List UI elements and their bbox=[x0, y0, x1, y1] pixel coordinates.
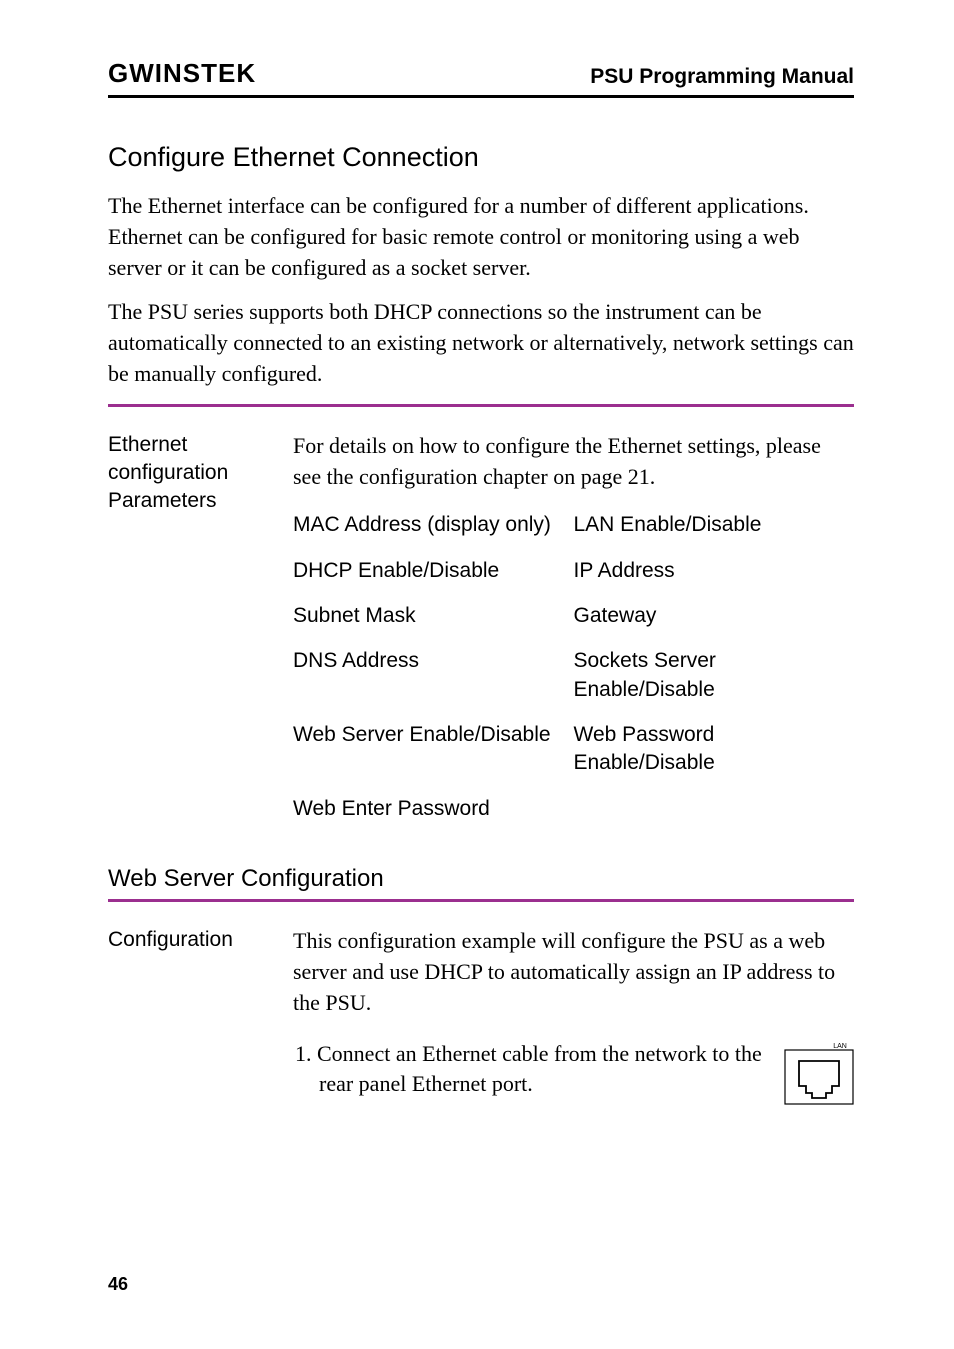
param-cell: LAN Enable/Disable bbox=[574, 506, 855, 551]
param-cell: IP Address bbox=[574, 552, 855, 597]
lan-label: LAN bbox=[833, 1043, 847, 1050]
accent-divider-1 bbox=[108, 404, 854, 407]
brand-logo: GWINSTEK bbox=[108, 58, 256, 89]
config-intro: This configuration example will configur… bbox=[293, 926, 854, 1018]
page-header: GWINSTEK PSU Programming Manual bbox=[108, 58, 854, 89]
page-number: 46 bbox=[108, 1274, 128, 1295]
table-row: DNS Address Sockets Server Enable/Disabl… bbox=[293, 642, 854, 716]
param-cell: Sockets Server Enable/Disable bbox=[574, 642, 855, 716]
header-rule bbox=[108, 95, 854, 98]
config-content: This configuration example will configur… bbox=[293, 926, 854, 1109]
section-heading-web-server: Web Server Configuration bbox=[108, 865, 854, 893]
table-row: DHCP Enable/Disable IP Address bbox=[293, 552, 854, 597]
web-server-config-block: Configuration This configuration example… bbox=[108, 926, 854, 1109]
intro-paragraph-2: The PSU series supports both DHCP connec… bbox=[108, 297, 854, 389]
step-1-row: 1. Connect an Ethernet cable from the ne… bbox=[293, 1039, 854, 1110]
params-intro: For details on how to configure the Ethe… bbox=[293, 431, 854, 493]
param-cell: Gateway bbox=[574, 597, 855, 642]
params-content: For details on how to configure the Ethe… bbox=[293, 431, 854, 835]
table-row: Subnet Mask Gateway bbox=[293, 597, 854, 642]
param-cell: Web Enter Password bbox=[293, 790, 574, 835]
param-cell: Subnet Mask bbox=[293, 597, 574, 642]
config-side-label: Configuration bbox=[108, 926, 293, 1109]
params-side-label: Ethernet configuration Parameters bbox=[108, 431, 293, 835]
param-cell bbox=[574, 790, 855, 835]
param-cell: Web Password Enable/Disable bbox=[574, 716, 855, 790]
params-table: MAC Address (display only) LAN Enable/Di… bbox=[293, 506, 854, 835]
ethernet-params-block: Ethernet configuration Parameters For de… bbox=[108, 431, 854, 835]
manual-title: PSU Programming Manual bbox=[590, 65, 854, 89]
param-cell: DNS Address bbox=[293, 642, 574, 716]
param-cell: MAC Address (display only) bbox=[293, 506, 574, 551]
lan-port-icon: LAN bbox=[784, 1041, 854, 1110]
accent-divider-2 bbox=[108, 899, 854, 902]
step-1-text: 1. Connect an Ethernet cable from the ne… bbox=[317, 1039, 772, 1101]
param-cell: DHCP Enable/Disable bbox=[293, 552, 574, 597]
intro-paragraph-1: The Ethernet interface can be configured… bbox=[108, 191, 854, 283]
table-row: MAC Address (display only) LAN Enable/Di… bbox=[293, 506, 854, 551]
table-row: Web Enter Password bbox=[293, 790, 854, 835]
param-cell: Web Server Enable/Disable bbox=[293, 716, 574, 790]
table-row: Web Server Enable/Disable Web Password E… bbox=[293, 716, 854, 790]
section-heading-configure-ethernet: Configure Ethernet Connection bbox=[108, 142, 854, 173]
